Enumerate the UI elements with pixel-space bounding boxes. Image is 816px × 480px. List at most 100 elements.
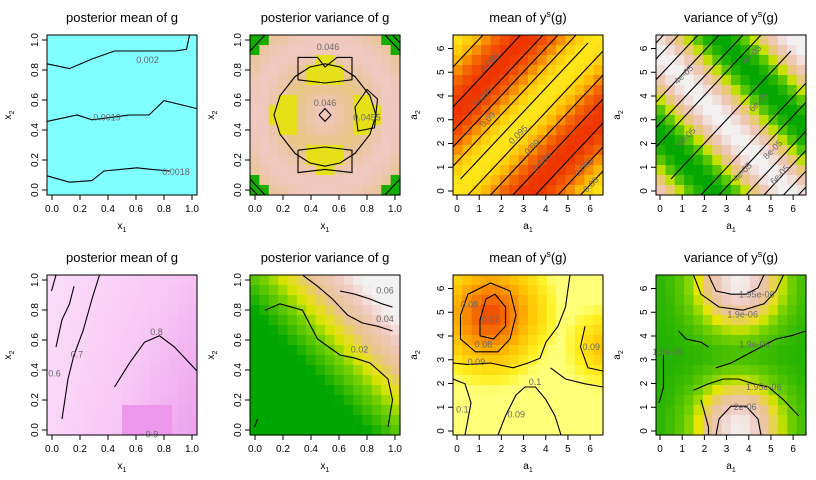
heatmap-cell [759,315,770,326]
heatmap-cell [665,325,676,336]
heatmap-cell [509,275,520,286]
heatmap-cell [371,75,382,86]
heatmap-cell [296,425,307,436]
heatmap-cell [296,285,307,296]
heatmap-cell [381,75,392,86]
heatmap-cell [131,295,142,306]
heatmap-cell [296,55,307,66]
heatmap-cell [362,65,373,76]
heatmap-cell [65,415,76,426]
heatmap-cell [168,55,179,66]
heatmap-cell [574,325,585,336]
heatmap-cell [712,185,723,196]
heatmap-cell [537,335,548,346]
heatmap-cell [565,115,576,126]
heatmap-cell [93,105,104,116]
heatmap-cell [518,365,529,376]
heatmap-cell [178,375,189,386]
heatmap-cell [462,305,473,316]
heatmap-cell [768,415,779,426]
heatmap-cell [140,145,151,156]
heatmap-cell [122,45,132,56]
heatmap-cell [371,425,382,436]
y-tick-label: 0.0 [30,423,41,437]
heatmap-cell [296,375,307,386]
heatmap-cell [556,385,567,396]
heatmap-cell [296,345,307,356]
heatmap-cell [381,415,392,426]
heatmap-cell [787,305,798,316]
heatmap-cell [556,275,567,286]
heatmap-cell [178,125,189,136]
heatmap-cell [556,305,567,316]
heatmap-cell [362,345,373,356]
heatmap-cell [287,395,298,406]
x-tick-label: 1 [679,444,685,455]
heatmap-cell [721,375,732,386]
heatmap-cell [168,275,179,286]
heatmap-cell [150,365,161,376]
heatmap-cell [325,295,335,306]
heatmap-cell [259,165,270,176]
heatmap-cell [481,365,492,376]
heatmap-cell [381,345,392,356]
heatmap-cell [103,305,114,316]
y-tick-label: 0.8 [233,303,244,317]
heatmap-cell [168,145,179,156]
contour-line [114,335,198,388]
heatmap-cell [574,125,585,136]
heatmap-cell [702,425,713,436]
heatmap-cell [287,105,298,116]
heatmap-cell [371,65,382,76]
heatmap-cell [296,115,307,126]
heatmap-cell [574,285,585,296]
x-tick-label: 0.2 [276,204,290,215]
heatmap-cell [593,135,604,146]
heatmap-cell [187,55,198,66]
heatmap-cell [712,175,723,186]
heatmap-cell [674,155,685,166]
heatmap-cell [759,105,770,116]
heatmap-cell [537,185,548,196]
heatmap-cell [556,35,567,46]
heatmap-cell [499,135,510,146]
heatmap-cell [334,145,345,156]
heatmap-cell [693,95,704,106]
heatmap-cell [334,335,345,346]
contour-line [452,34,484,68]
heatmap-cell [287,325,298,336]
heatmap-cell [759,365,770,376]
x-tick-label: 0 [657,204,663,215]
heatmap-cell [574,65,585,76]
heatmap-cell [159,145,170,156]
heatmap-cell [490,165,501,176]
heatmap-cell [56,115,67,126]
heatmap-cell [278,385,289,396]
heatmap-cell [159,175,170,186]
heatmap-cell [471,305,482,316]
heatmap-cell [656,375,666,386]
heatmap-cell [593,385,604,396]
heatmap-cell [353,295,364,306]
heatmap-cell [759,375,770,386]
heatmap-cell [674,335,685,346]
heatmap-cell [702,35,713,46]
heatmap-cell [712,135,723,146]
heatmap-cell [56,35,67,46]
heatmap-cell [768,305,779,316]
heatmap-cell [168,425,179,436]
heatmap-cell [665,65,676,76]
heatmap-cell [334,365,345,376]
x-tick-label: 1.0 [185,444,199,455]
heatmap-cell [453,355,463,366]
heatmap-cell [565,55,576,66]
y-tick-label: 0.4 [30,363,41,377]
heatmap-cell [584,185,595,196]
heatmap-cell [103,35,114,46]
heatmap-cell [150,375,161,386]
contour-line [50,274,57,292]
heatmap-cell [103,415,114,426]
heatmap-cell [103,295,114,306]
heatmap-cell [93,335,104,346]
